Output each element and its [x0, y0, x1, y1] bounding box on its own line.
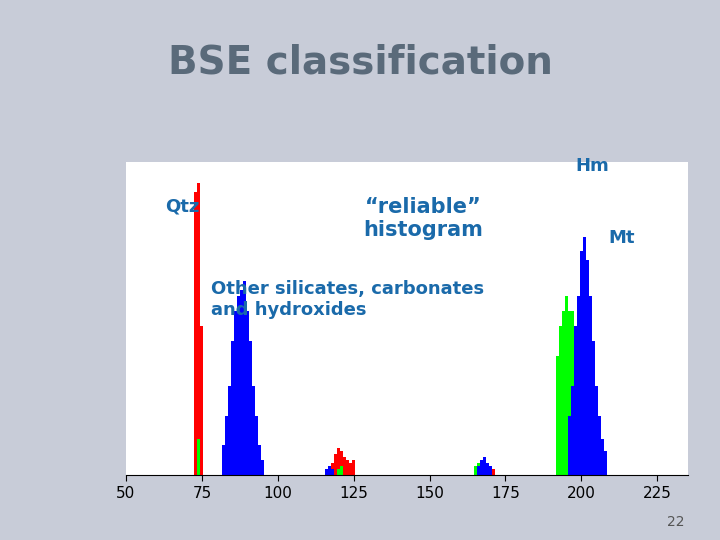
Bar — [252, 466, 255, 475]
Bar — [240, 451, 243, 475]
Bar — [474, 466, 477, 475]
Bar — [595, 386, 598, 475]
Bar — [577, 296, 580, 475]
Bar — [349, 463, 352, 475]
Bar — [567, 416, 571, 475]
Bar — [571, 311, 574, 475]
Bar — [586, 260, 589, 475]
Bar — [598, 416, 601, 475]
Bar — [489, 466, 492, 475]
Bar — [571, 386, 574, 475]
Bar — [255, 469, 258, 475]
Bar — [343, 457, 346, 475]
Bar — [340, 451, 343, 475]
Bar — [564, 296, 567, 475]
Bar — [243, 460, 246, 475]
Bar — [258, 446, 261, 475]
Bar — [240, 291, 243, 475]
Bar — [492, 469, 495, 475]
Bar — [480, 466, 482, 475]
Bar — [331, 463, 334, 475]
Bar — [574, 326, 577, 475]
Bar — [234, 311, 237, 475]
Bar — [237, 296, 240, 475]
Bar — [197, 183, 200, 475]
Bar — [352, 460, 355, 475]
Bar — [249, 457, 252, 475]
Bar — [255, 436, 258, 475]
Text: Hm: Hm — [575, 157, 609, 174]
Bar — [328, 466, 331, 475]
Bar — [482, 457, 486, 475]
Bar — [562, 311, 564, 475]
Bar — [346, 460, 349, 475]
Text: 22: 22 — [667, 515, 684, 529]
Bar — [480, 460, 482, 475]
Bar — [246, 463, 249, 475]
Bar — [252, 386, 255, 475]
Bar — [592, 341, 595, 475]
Bar — [567, 311, 571, 475]
Bar — [228, 386, 230, 475]
Bar — [261, 460, 264, 475]
Bar — [194, 192, 197, 475]
Bar — [255, 416, 258, 475]
Bar — [258, 454, 261, 475]
Text: Other silicates, carbonates
and hydroxides: Other silicates, carbonates and hydroxid… — [211, 280, 484, 319]
Bar — [337, 448, 340, 475]
Text: Mt: Mt — [608, 228, 635, 247]
Bar — [486, 463, 489, 475]
Bar — [477, 463, 480, 475]
Bar — [325, 469, 328, 475]
Bar — [477, 466, 480, 475]
Bar — [583, 237, 586, 475]
Bar — [604, 451, 607, 475]
Bar — [246, 311, 249, 475]
Bar — [574, 326, 577, 475]
Bar — [252, 446, 255, 475]
Bar — [230, 341, 234, 475]
Bar — [331, 469, 334, 475]
Bar — [197, 440, 200, 475]
Bar — [580, 252, 583, 475]
Bar — [489, 472, 492, 475]
Bar — [334, 454, 337, 475]
Bar — [337, 469, 340, 475]
Bar — [222, 446, 225, 475]
Text: “reliable”
histogram: “reliable” histogram — [364, 197, 483, 240]
Bar — [589, 296, 592, 475]
Bar — [340, 466, 343, 475]
Bar — [225, 416, 228, 475]
Bar — [577, 341, 580, 475]
Bar — [556, 356, 559, 475]
Bar — [249, 341, 252, 475]
Bar — [200, 326, 204, 475]
Text: BSE classification: BSE classification — [168, 43, 552, 81]
Bar — [601, 440, 604, 475]
Text: Qtz: Qtz — [166, 197, 200, 215]
Bar — [243, 281, 246, 475]
Bar — [559, 326, 562, 475]
